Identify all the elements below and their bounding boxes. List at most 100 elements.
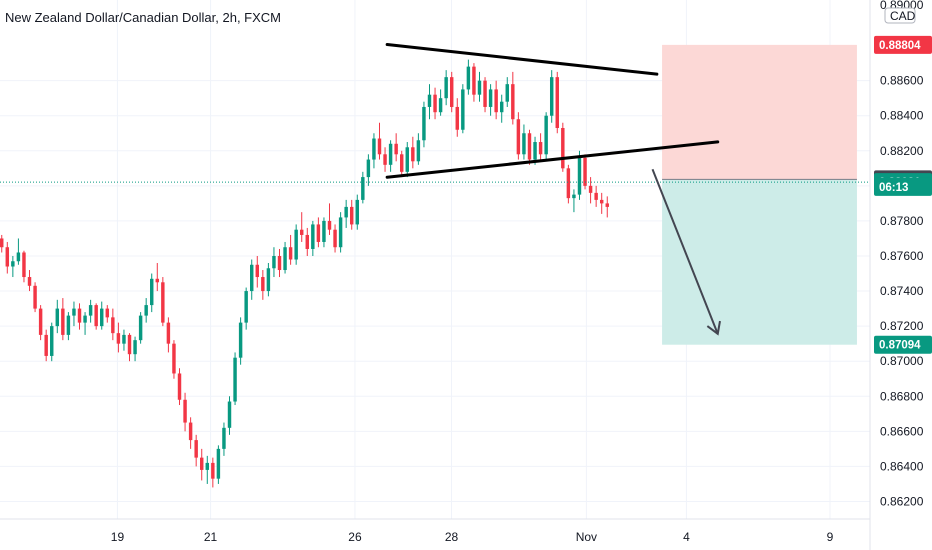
- candle: [77, 303, 82, 330]
- y-tick-label: 0.87800: [880, 214, 924, 228]
- candle: [127, 333, 132, 362]
- candle-body: [188, 422, 193, 441]
- candle-body: [50, 326, 54, 356]
- candle-body: [44, 334, 48, 356]
- candle-body: [194, 440, 198, 458]
- candle: [94, 303, 98, 330]
- candle: [394, 133, 398, 162]
- y-tick-label: 0.87600: [880, 249, 924, 263]
- candle-body: [605, 203, 609, 207]
- candle-body: [16, 252, 21, 262]
- candle: [327, 203, 332, 235]
- candle: [444, 70, 448, 106]
- candle: [283, 241, 287, 274]
- candle: [150, 273, 154, 313]
- candle-body: [150, 278, 154, 306]
- candle-body: [266, 268, 271, 292]
- candle-body: [205, 462, 210, 470]
- price-tag: 06:13: [874, 177, 932, 196]
- candle-body: [311, 224, 315, 249]
- x-tick-label: 28: [445, 530, 459, 544]
- drawings: [0, 43, 870, 336]
- candle: [588, 177, 593, 204]
- candle: [605, 196, 609, 218]
- candle-body: [122, 334, 126, 344]
- y-tick-label: 0.86200: [880, 494, 924, 508]
- candle: [594, 185, 598, 207]
- candle: [322, 217, 326, 248]
- y-tick-label: 0.86800: [880, 389, 924, 403]
- candle: [161, 277, 165, 327]
- candle-body: [227, 401, 232, 428]
- candle: [100, 301, 104, 330]
- candle-body: [422, 106, 426, 141]
- candle: [11, 255, 15, 278]
- candle-body: [300, 229, 304, 235]
- candle: [405, 142, 409, 178]
- x-tick-label: 19: [111, 530, 125, 544]
- x-tick-label: 9: [827, 530, 834, 544]
- candle-body: [38, 308, 43, 335]
- candle-body: [166, 322, 171, 344]
- candle: [166, 317, 171, 353]
- candle-body: [22, 252, 26, 278]
- candle: [305, 227, 309, 256]
- candle: [516, 112, 521, 160]
- candle-body: [144, 305, 148, 316]
- candle: [377, 122, 382, 160]
- candle-body: [583, 157, 587, 186]
- candle-body: [250, 264, 254, 292]
- candle: [200, 448, 204, 481]
- price-tag-label: 0.87094: [879, 340, 921, 352]
- candle-body: [466, 66, 471, 90]
- candle-body: [438, 98, 443, 113]
- x-tick-label: 4: [683, 530, 690, 544]
- candle-body: [588, 185, 593, 193]
- candle: [355, 194, 359, 230]
- take-profit-zone: [662, 179, 857, 345]
- candle-body: [472, 66, 476, 95]
- candle: [527, 129, 532, 165]
- candle-body: [349, 206, 354, 225]
- candle-body: [511, 84, 515, 120]
- candle-body: [427, 94, 432, 107]
- candle-body: [538, 142, 543, 155]
- candle: [338, 212, 343, 253]
- currency-badge: [884, 7, 916, 24]
- price-tag-bg: [874, 177, 932, 196]
- y-tick-label: 0.86400: [880, 459, 924, 473]
- candle-body: [483, 80, 487, 107]
- stop-loss-zone: [662, 44, 857, 180]
- candle: [266, 263, 271, 297]
- candle-body: [433, 94, 437, 113]
- candle: [61, 298, 65, 341]
- candle-body: [233, 357, 237, 402]
- candle-body: [577, 157, 582, 195]
- candle-body: [77, 308, 82, 323]
- x-tick-label: Nov: [576, 530, 597, 544]
- candle: [511, 71, 515, 125]
- candle: [427, 84, 432, 120]
- candle-body: [377, 138, 382, 155]
- candle: [599, 192, 604, 214]
- candle: [344, 199, 348, 228]
- candles: [0, 59, 609, 488]
- candle: [333, 224, 337, 253]
- candle: [116, 322, 121, 353]
- candle-body: [277, 255, 282, 271]
- candle: [449, 71, 454, 113]
- candle-body: [216, 448, 221, 479]
- candle: [122, 329, 126, 351]
- candle-body: [66, 315, 71, 335]
- y-tick-label: 0.88600: [880, 74, 924, 88]
- candle: [138, 312, 143, 344]
- candle: [188, 417, 193, 449]
- trendline: [385, 43, 659, 76]
- candle: [422, 101, 426, 148]
- candle: [27, 270, 32, 292]
- candle: [183, 392, 187, 432]
- candle-body: [333, 229, 337, 248]
- candle: [572, 189, 576, 213]
- candle-body: [549, 77, 554, 116]
